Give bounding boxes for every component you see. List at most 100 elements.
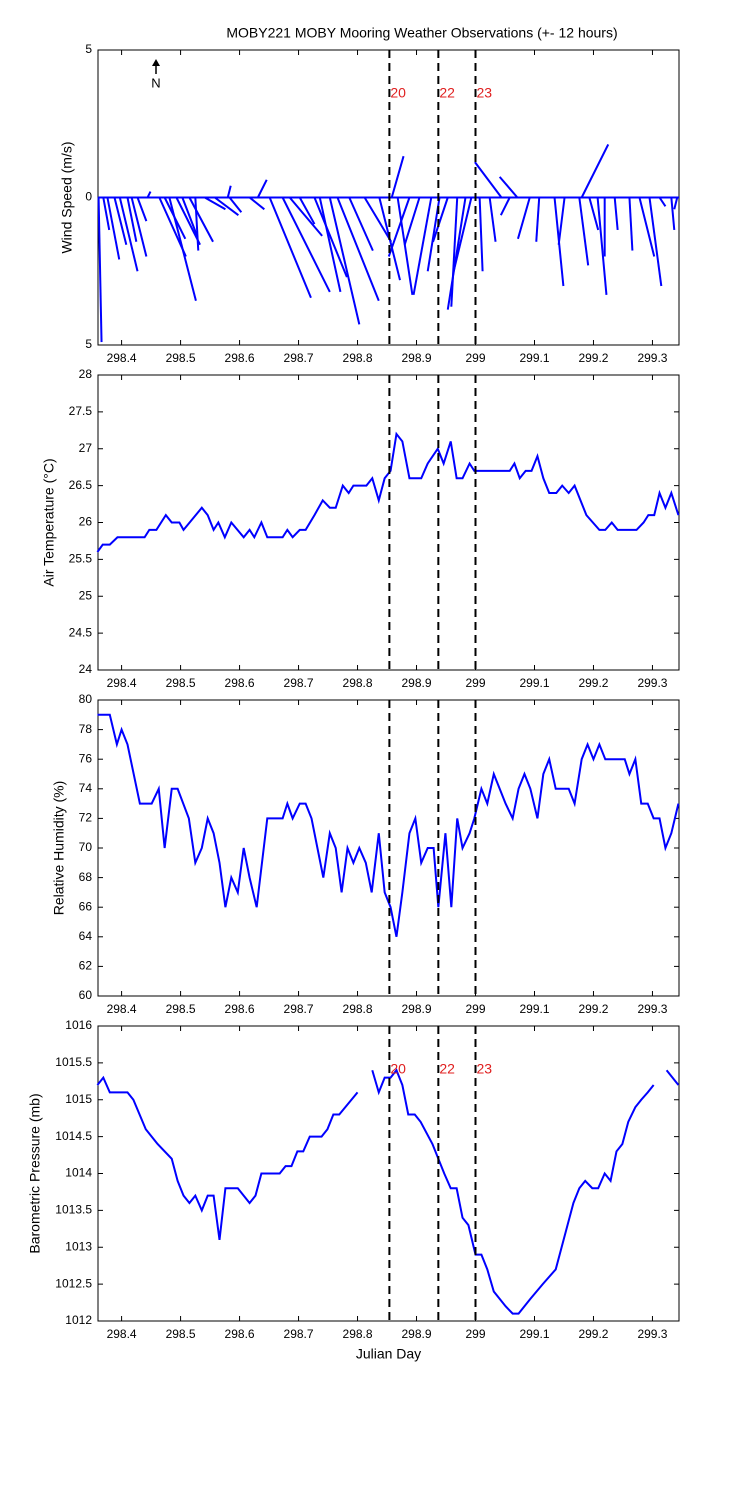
y-tick-label: 60 — [79, 988, 93, 1002]
x-tick-label: 299.2 — [578, 1327, 608, 1341]
x-tick-label: 298.7 — [284, 351, 314, 365]
x-tick-label: 298.5 — [166, 1327, 196, 1341]
north-arrow-head — [152, 59, 160, 66]
wind-stick — [336, 197, 380, 302]
x-tick-label: 298.5 — [166, 1002, 196, 1016]
wind-stick — [363, 196, 393, 243]
y-tick-label: 62 — [79, 959, 93, 973]
wind-stick — [403, 197, 421, 245]
x-tick-label: 298.4 — [107, 676, 137, 690]
y-tick-label: 1012.5 — [55, 1276, 92, 1290]
wind-stick — [474, 161, 503, 199]
y-tick-label: 28 — [79, 367, 93, 381]
wind-stick — [390, 155, 405, 198]
wind-stick — [288, 196, 323, 237]
y-tick-label: 1012 — [65, 1313, 92, 1327]
event-label: 22 — [439, 85, 455, 101]
wind-stick — [136, 197, 148, 222]
event-label: 20 — [390, 1061, 406, 1077]
wind-stick — [181, 197, 199, 237]
x-tick-label: 298.7 — [284, 676, 314, 690]
data-line — [97, 713, 680, 937]
wind-stick — [613, 197, 619, 231]
x-tick-label: 299 — [465, 1002, 485, 1016]
event-label: 20 — [390, 85, 406, 101]
y-tick-label: 27 — [79, 441, 93, 455]
y-tick-label: 1013.5 — [55, 1203, 92, 1217]
x-tick-label: 299.3 — [637, 351, 667, 365]
wind-stick — [281, 197, 331, 293]
x-tick-label: 299 — [465, 1327, 485, 1341]
x-tick-label: 298.6 — [225, 351, 255, 365]
y-tick-label: 26 — [79, 515, 93, 529]
x-tick-label: 299.3 — [637, 676, 667, 690]
y-axis-label: Barometric Pressure (mb) — [27, 1093, 43, 1253]
wind-stick — [498, 176, 519, 199]
wind-stick — [396, 197, 414, 295]
x-tick-label: 299.1 — [519, 676, 549, 690]
x-tick-label: 298.6 — [225, 1327, 255, 1341]
y-tick-label: 72 — [79, 811, 93, 825]
y-tick-label: 68 — [79, 870, 93, 884]
x-tick-label: 298.6 — [225, 1002, 255, 1016]
y-tick-label: 5 — [85, 337, 92, 351]
y-tick-label: 26.5 — [69, 478, 93, 492]
x-tick-label: 298.8 — [343, 676, 373, 690]
wind-stick — [478, 197, 484, 272]
y-tick-label: 1015 — [65, 1092, 92, 1106]
x-tick-label: 299.1 — [519, 1002, 549, 1016]
x-tick-label: 298.9 — [402, 1327, 432, 1341]
wind-stick — [248, 196, 265, 211]
x-tick-label: 299.3 — [637, 1327, 667, 1341]
x-tick-label: 299.1 — [519, 351, 549, 365]
y-axis-label: Relative Humidity (%) — [51, 781, 67, 916]
wind-stick — [228, 196, 243, 213]
wind-stick — [268, 197, 312, 299]
wind-stick — [313, 197, 348, 278]
y-tick-label: 64 — [79, 929, 93, 943]
x-axis-label: Julian Day — [356, 1346, 421, 1362]
x-tick-label: 299 — [465, 676, 485, 690]
wind-stick — [670, 197, 676, 231]
x-tick-label: 298.7 — [284, 1002, 314, 1016]
wind-stick — [432, 197, 449, 243]
wind-stick — [328, 197, 361, 325]
x-tick-label: 298.8 — [343, 1327, 373, 1341]
wind-stick — [658, 196, 667, 207]
wind-stick — [673, 197, 679, 210]
y-tick-label: 80 — [79, 692, 93, 706]
figure-title: MOBY221 MOBY Mooring Weather Observation… — [226, 25, 617, 41]
data-line — [96, 431, 680, 553]
y-tick-label: 1014.5 — [55, 1129, 92, 1143]
wind-stick — [578, 197, 590, 266]
x-tick-label: 298.8 — [343, 1002, 373, 1016]
wind-stick — [387, 197, 411, 257]
data-line — [96, 1068, 680, 1315]
y-tick-label: 5 — [85, 42, 92, 56]
wind-stick — [97, 197, 103, 343]
wind-stick — [446, 197, 467, 310]
wind-stick — [450, 197, 459, 307]
y-tick-label: 25.5 — [69, 552, 93, 566]
wind-stick — [214, 196, 239, 216]
wind-stick — [188, 197, 214, 243]
event-label: 22 — [439, 1061, 455, 1077]
north-label: N — [151, 75, 160, 90]
wind-stick — [298, 197, 316, 225]
wind-stick — [348, 197, 374, 252]
wind-stick — [175, 197, 201, 246]
wind-stick — [126, 197, 138, 242]
y-tick-label: 78 — [79, 722, 93, 736]
y-tick-label: 1013 — [65, 1239, 92, 1253]
x-tick-label: 298.4 — [107, 1327, 137, 1341]
wind-stick — [517, 197, 531, 240]
event-label: 23 — [477, 1061, 493, 1077]
wind-stick — [146, 191, 152, 198]
wind-stick — [102, 197, 111, 231]
x-tick-label: 298.9 — [402, 1002, 432, 1016]
y-tick-label: 66 — [79, 899, 93, 913]
y-tick-label: 25 — [79, 588, 93, 602]
wind-stick — [168, 197, 197, 301]
